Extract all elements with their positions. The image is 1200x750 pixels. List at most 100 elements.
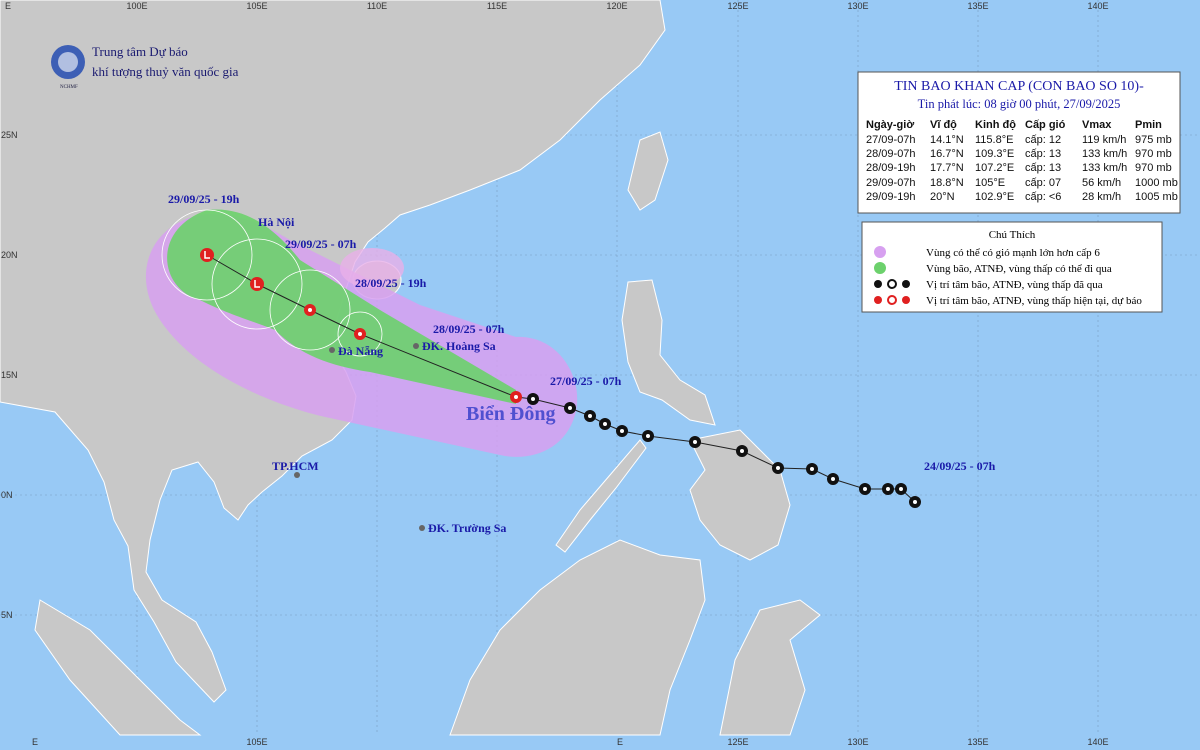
track-label: 29/09/25 - 19h <box>168 192 240 206</box>
grid-label: 135E <box>967 737 988 747</box>
table-cell: cấp: 13 <box>1025 148 1061 160</box>
storm-eye <box>913 500 917 504</box>
table-header: Cấp gió <box>1025 119 1066 131</box>
storm-eye <box>693 440 697 444</box>
storm-icons <box>200 248 921 508</box>
track-label: 29/09/25 - 07h <box>285 237 357 251</box>
grid-label: E <box>617 737 623 747</box>
legend-item: Vị trí tâm bão, ATNĐ, vùng thấp đã qua <box>926 279 1103 291</box>
table-header: Vĩ độ <box>930 119 957 131</box>
track-label: 24/09/25 - 07h <box>924 459 996 473</box>
grid-label: 130E <box>847 1 868 11</box>
table-header: Kinh độ <box>975 119 1016 131</box>
bulletin: TIN BAO KHAN CAP (CON BAO SO 10)- Tin ph… <box>857 71 1181 214</box>
legend-item: Vùng có thể có gió mạnh lớn hơn cấp 6 <box>926 247 1100 259</box>
place-label: TP.HCM <box>272 459 319 473</box>
place-label: Đà Nẵng <box>338 344 383 358</box>
logo-line: khí tượng thuỷ văn quốc gia <box>92 64 239 79</box>
storm-eye <box>588 414 592 418</box>
legend-box <box>861 221 1163 313</box>
table-cell: 970 mb <box>1135 162 1172 174</box>
table-header: Ngày-giờ <box>866 119 914 131</box>
table-cell: 107.2°E <box>975 162 1014 174</box>
bulletin-issued: Tin phát lúc: 08 giờ 00 phút, 27/09/2025 <box>918 97 1121 111</box>
grid-label: 125E <box>727 737 748 747</box>
track-label: 28/09/25 - 07h <box>433 322 505 336</box>
table-cell: 28/09-07h <box>866 148 916 160</box>
storm-eye <box>620 429 624 433</box>
table-cell: 29/09-07h <box>866 177 916 189</box>
logo-abbr: NCHMF <box>60 85 78 90</box>
table-cell: 16.7°N <box>930 148 964 160</box>
legend-item: Vị trí tâm bão, ATNĐ, vùng thấp hiện tại… <box>926 295 1142 307</box>
storm-symbol <box>254 280 260 288</box>
labels: 29/09/25 - 19h 29/09/25 - 07h 28/09/25 - 1… <box>168 192 996 535</box>
table-cell: cấp: <6 <box>1025 191 1061 203</box>
storm-eye <box>740 449 744 453</box>
table-cell: 20°N <box>930 191 955 203</box>
table-cell: 115.8°E <box>975 134 1013 146</box>
table-cell: 14.1°N <box>930 134 964 146</box>
storm-center <box>200 248 214 262</box>
grid-label: 110E <box>367 1 387 11</box>
grid-label: 15N <box>1 370 18 380</box>
table-cell: 17.7°N <box>930 162 964 174</box>
logo-line: Trung tâm Dự báo <box>92 44 188 59</box>
table-cell: 133 km/h <box>1082 148 1127 160</box>
table-cell: 28 km/h <box>1082 191 1121 203</box>
legend-item: Vùng bão, ATNĐ, vùng thấp có thể đi qua <box>926 263 1112 275</box>
grid-label: E <box>5 1 11 11</box>
grid-label: 135E <box>967 1 988 11</box>
legend: Chú Thích Vùng có thể có gió mạnh lớn hơ… <box>861 221 1163 313</box>
table-cell: 970 mb <box>1135 148 1172 160</box>
table-cell: 28/09-19h <box>866 162 916 174</box>
track-label: 27/09/25 - 07h <box>550 374 622 388</box>
table-cell: 29/09-19h <box>866 191 916 203</box>
storm-center <box>250 277 264 291</box>
storm-eye <box>358 332 362 336</box>
storm-eye <box>886 487 890 491</box>
table-cell: 27/09-07h <box>866 134 916 146</box>
grid-label: 100E <box>126 1 147 11</box>
table-cell: cấp: 13 <box>1025 162 1061 174</box>
grid-label: 0N <box>1 490 13 500</box>
grid-label: 5N <box>1 610 13 620</box>
table-header: Pmin <box>1135 119 1162 131</box>
place-dots <box>294 343 425 531</box>
sea-name: Biển Đông <box>466 403 555 425</box>
table-cell: 1000 mb <box>1135 177 1178 189</box>
table-cell: 133 km/h <box>1082 162 1127 174</box>
table-cell: 56 km/h <box>1082 177 1121 189</box>
table-header: Vmax <box>1082 119 1112 131</box>
table-cell: 119 km/h <box>1082 134 1126 146</box>
grid-label: 125E <box>727 1 748 11</box>
grid-labels: E 100E 105E 110E 115E 120E 125E 130E 135E 140E E 10… <box>1 1 1109 747</box>
grid-label: 140E <box>1087 1 1108 11</box>
grid-label: 20N <box>1 250 18 260</box>
table-cell: 975 mb <box>1135 134 1172 146</box>
storm-symbol <box>204 251 210 259</box>
table-cell: 18.8°N <box>930 177 964 189</box>
table-cell: 109.3°E <box>975 148 1014 160</box>
grid-label: 25N <box>1 130 18 140</box>
place-label: ĐK. Trường Sa <box>428 521 506 535</box>
storm-eye <box>603 422 607 426</box>
table-cell: 1005 mb <box>1135 191 1178 203</box>
place-label: ĐK. Hoàng Sa <box>422 339 496 353</box>
table-cell: 102.9°E <box>975 191 1014 203</box>
place-label: Hà Nội <box>258 215 295 229</box>
grid-label: 115E <box>487 1 507 11</box>
table-cell: cấp: 12 <box>1025 134 1061 146</box>
grid-label: 130E <box>847 737 868 747</box>
storm-eye <box>776 466 780 470</box>
storm-eye <box>831 477 835 481</box>
storm-eye <box>514 395 518 399</box>
grid-label: 120E <box>606 1 627 11</box>
grid-label: E <box>32 737 38 747</box>
storm-eye <box>568 406 572 410</box>
storm-eye <box>646 434 650 438</box>
grid-label: 105E <box>246 737 267 747</box>
bulletin-box <box>857 71 1181 214</box>
track-label: 28/09/25 - 19h <box>355 276 427 290</box>
